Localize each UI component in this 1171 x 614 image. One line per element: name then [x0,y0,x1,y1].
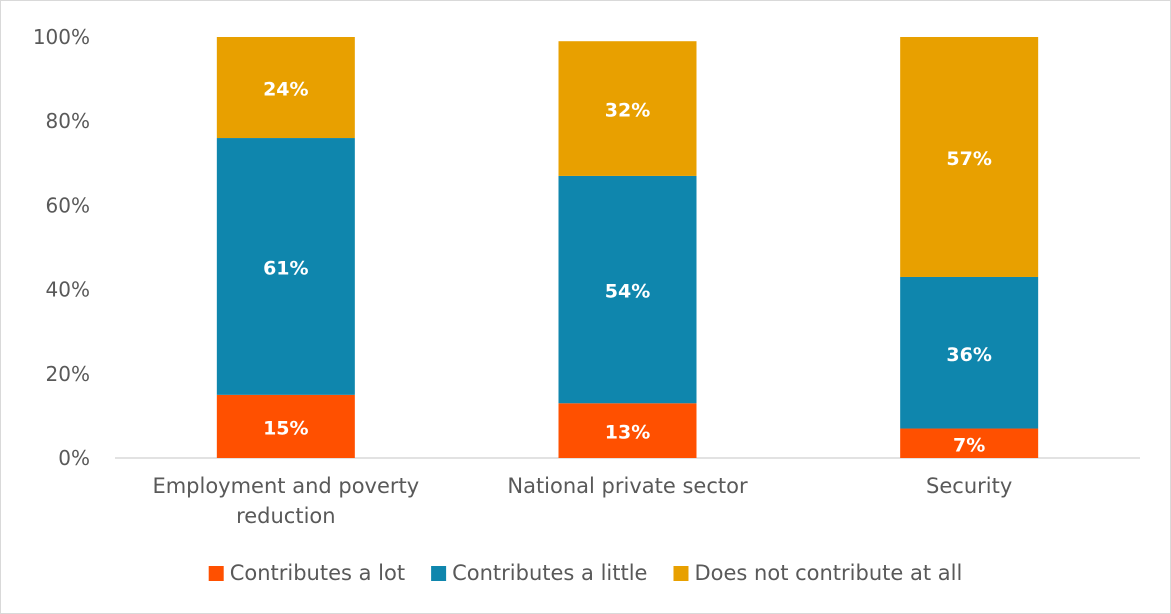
y-tick-label: 60% [46,193,90,217]
bar-segment [216,37,355,139]
y-tick-label: 40% [46,278,90,302]
bar-segment [558,175,697,404]
category-label: National private sector [507,474,748,498]
data-label: 32% [605,100,650,122]
category-label: Security [926,474,1012,498]
bar-segment [900,276,1039,429]
bar-segment [216,138,355,395]
legend-label: Does not contribute at all [694,561,962,585]
y-tick-label: 80% [46,109,90,133]
legend-swatch [431,566,447,581]
legend-swatch [208,566,224,581]
data-label: 15% [263,417,308,439]
data-label: 61% [263,257,308,279]
category-label: Employment and poverty reduction [152,474,419,528]
data-label: 54% [605,281,650,303]
legend-label: Contributes a little [452,561,647,585]
bar-segment [558,41,697,176]
labels-layer: 15% 61% 24% 13% 54% 32% 7% 36% 57% [263,79,992,457]
bars-layer [216,37,1039,458]
y-tick-label: 100% [33,25,90,49]
legend: Contributes a lot Contributes a little Doe… [208,561,962,585]
bar-segment [558,403,697,458]
data-label: 13% [605,422,650,444]
y-tick-label: 0% [58,446,90,470]
y-tick-label: 20% [46,362,90,386]
data-label: 36% [946,344,991,366]
data-label: 57% [946,148,991,170]
data-label: 7% [953,434,985,456]
data-label: 24% [263,79,308,101]
bar-segment [900,37,1039,277]
bar-segment [216,394,355,458]
legend-swatch [673,566,689,581]
bar-segment [900,428,1039,458]
legend-label: Contributes a lot [230,561,405,585]
